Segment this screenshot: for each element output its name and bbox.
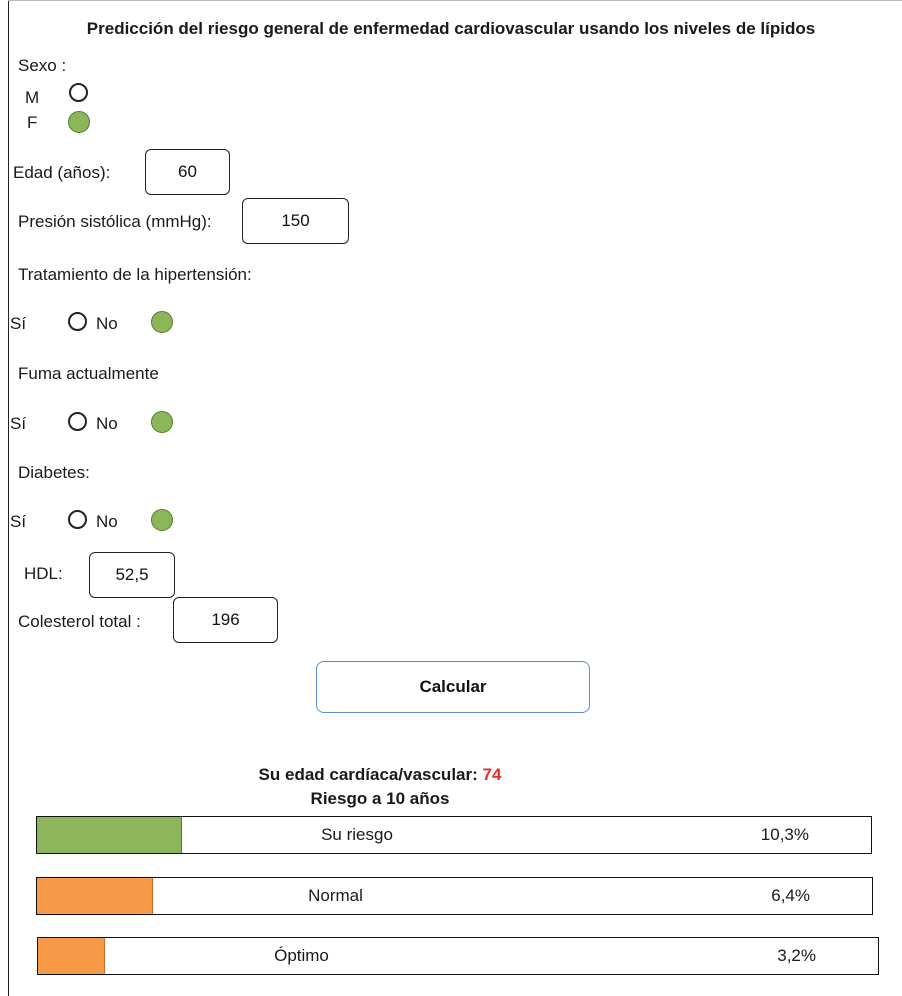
risk-bar-yours-fill — [37, 817, 182, 853]
hdl-input[interactable] — [89, 552, 175, 598]
risk-bar-normal-label: Normal — [308, 886, 363, 905]
age-input[interactable] — [145, 149, 230, 195]
risk-bar-optimal-label: Óptimo — [274, 946, 329, 965]
risk-bar-normal-percent: 6,4% — [771, 886, 810, 905]
hypertension-yes-radio[interactable] — [68, 312, 87, 331]
frame-top-border — [8, 0, 902, 1]
hdl-label: HDL: — [24, 564, 63, 583]
cholesterol-label: Colesterol total : — [18, 612, 141, 631]
sex-f-radio[interactable] — [68, 111, 90, 133]
hypertension-label: Tratamiento de la hipertensión: — [18, 265, 252, 284]
sex-option-m-label: M — [25, 88, 40, 107]
age-label: Edad (años): — [13, 163, 111, 182]
diabetes-yes-label: Sí — [10, 512, 27, 531]
risk-title: Riesgo a 10 años — [310, 789, 450, 808]
smoker-label: Fuma actualmente — [18, 364, 159, 383]
heart-age-line: Su edad cardíaca/vascular: 74 — [0, 765, 760, 785]
diabetes-yes-radio[interactable] — [68, 510, 87, 529]
cholesterol-input[interactable] — [173, 597, 278, 643]
risk-bar-yours-percent: 10,3% — [760, 825, 809, 844]
systolic-label: Presión sistólica (mmHg): — [18, 212, 212, 231]
diabetes-label: Diabetes: — [18, 463, 90, 482]
sex-option-f-label: F — [27, 113, 38, 132]
smoker-yes-label: Sí — [10, 414, 27, 433]
smoker-yes-radio[interactable] — [68, 412, 87, 431]
sex-m-radio[interactable] — [69, 83, 88, 102]
frame-left-border — [8, 0, 9, 996]
heart-age-label: Su edad cardíaca/vascular: — [258, 765, 478, 784]
risk-bar-yours-label: Su riesgo — [321, 825, 393, 844]
page-title: Predicción del riesgo general de enferme… — [86, 19, 816, 38]
hypertension-yes-label: Sí — [10, 314, 27, 333]
diabetes-no-radio[interactable] — [151, 509, 173, 531]
hypertension-no-label: No — [96, 314, 118, 333]
risk-bar-optimal: Óptimo 3,2% — [37, 937, 879, 975]
systolic-input[interactable] — [242, 198, 349, 244]
risk-bar-normal: Normal 6,4% — [36, 877, 873, 915]
heart-age-value: 74 — [482, 765, 502, 784]
calculate-button[interactable]: Calcular — [316, 661, 590, 713]
hypertension-no-radio[interactable] — [151, 311, 173, 333]
risk-bar-optimal-percent: 3,2% — [777, 946, 816, 965]
smoker-no-label: No — [96, 414, 118, 433]
smoker-no-radio[interactable] — [151, 411, 173, 433]
risk-bar-optimal-fill — [38, 938, 105, 974]
diabetes-no-label: No — [96, 512, 118, 531]
risk-bar-yours: Su riesgo 10,3% — [36, 816, 872, 854]
risk-bar-normal-fill — [37, 878, 153, 914]
sex-label: Sexo : — [18, 56, 67, 75]
